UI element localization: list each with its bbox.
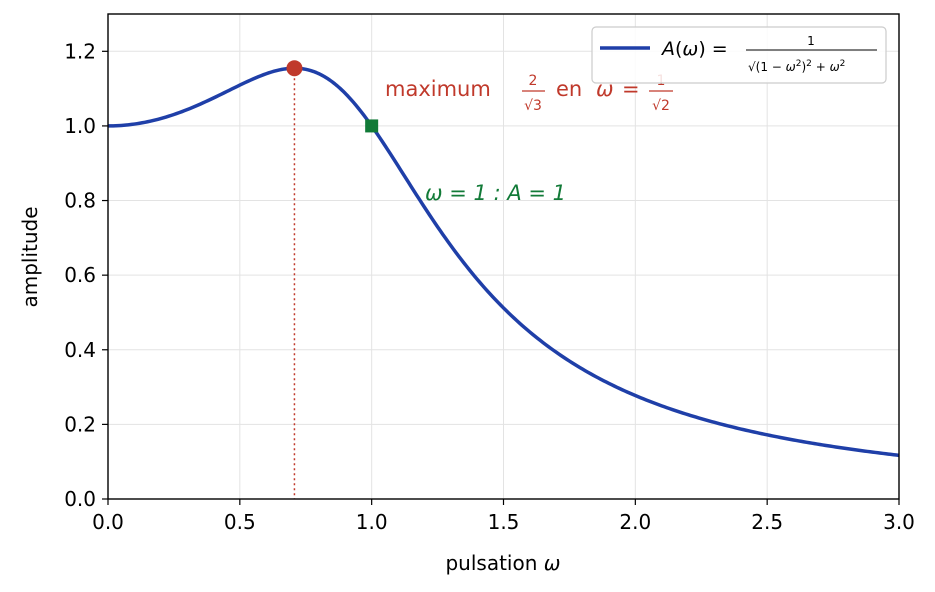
x-tick-label: 2.0	[619, 510, 651, 534]
y-axis-label: amplitude	[18, 206, 42, 307]
svg-text:1: 1	[807, 34, 815, 48]
grid	[107, 14, 900, 500]
svg-text:A(ω) =: A(ω) =	[660, 38, 728, 60]
y-tick-label: 0.6	[64, 263, 96, 287]
ticks: 0.0 0.5 1.0 1.5 2.0 2.5 3.0 0.0 0.2 0.4 0.6 0.8 1.0 1…	[64, 39, 915, 534]
unit-point-marker	[365, 119, 379, 133]
y-tick-label: 0.2	[64, 412, 96, 436]
svg-text:√2: √2	[652, 98, 670, 114]
y-tick-label: 0.8	[64, 189, 96, 213]
x-tick-label: 0.0	[92, 510, 124, 534]
x-tick-label: 3.0	[883, 510, 915, 534]
y-tick-label: 1.0	[64, 114, 96, 138]
x-tick-label: 0.5	[224, 510, 256, 534]
unit-point-annotation: ω = 1 : A = 1	[425, 181, 566, 205]
svg-text:√3: √3	[524, 98, 542, 114]
svg-text:√(1 − ω2)2 + ω2: √(1 − ω2)2 + ω2	[748, 59, 845, 74]
x-axis-label: pulsation ω	[445, 551, 560, 575]
x-axis-label-text: pulsation	[445, 551, 537, 575]
y-tick-label: 0.0	[64, 487, 96, 511]
legend: A(ω) = 1 √(1 − ω2)2 + ω2	[591, 26, 887, 84]
y-tick-label: 1.2	[64, 39, 96, 63]
maximum-annotation-prefix: maximum	[385, 77, 491, 101]
maximum-annotation-mid: en	[556, 77, 582, 101]
legend-entry-label: A(ω) = 1 √(1 − ω2)2 + ω2	[660, 34, 877, 74]
x-tick-label: 2.5	[751, 510, 783, 534]
amplitude-curve	[107, 66, 900, 458]
x-tick-label: 1.0	[356, 510, 388, 534]
y-tick-label: 0.4	[64, 338, 96, 362]
maximum-marker	[286, 60, 303, 77]
x-tick-label: 1.5	[488, 510, 520, 534]
svg-text:2: 2	[529, 73, 538, 89]
x-axis-label-symbol: ω	[544, 551, 561, 575]
